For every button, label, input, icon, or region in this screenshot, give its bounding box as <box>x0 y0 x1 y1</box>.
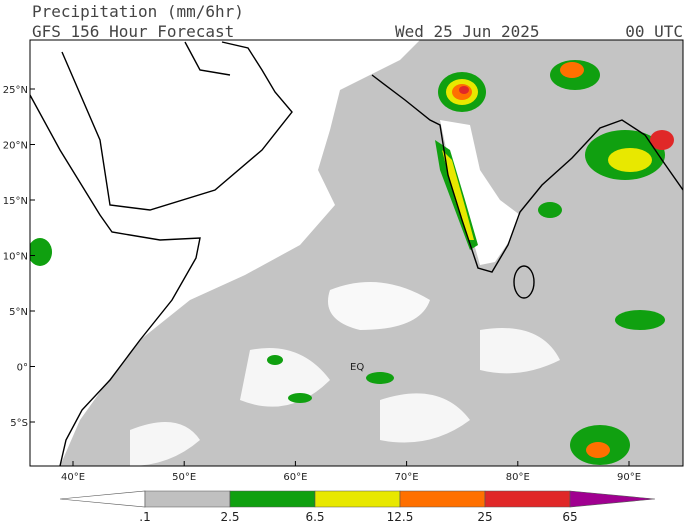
rain-cell <box>608 148 652 172</box>
map-frame <box>29 39 684 467</box>
colorbar-label: 2.5 <box>220 510 239 524</box>
dry-area <box>130 328 560 466</box>
lat-label: 10°N <box>3 252 28 263</box>
lat-label: 15°N <box>3 196 28 207</box>
lon-label: 70°E <box>395 472 419 483</box>
coastline <box>513 265 535 299</box>
lat-label: 25°N <box>3 85 28 96</box>
colorbar-segment <box>484 490 571 508</box>
colorbar-segment <box>229 490 316 508</box>
rain-band <box>442 150 474 240</box>
title: Precipitation (mm/6hr) <box>32 2 244 21</box>
date: Wed 25 Jun 2025 <box>395 22 540 41</box>
colorbar-label: .1 <box>139 510 150 524</box>
rain-cell <box>267 355 283 365</box>
lat-label: 5°S <box>10 418 28 429</box>
colorbar-label: 65 <box>562 510 577 524</box>
lat-label: 0° <box>17 363 28 374</box>
map: EQ <box>30 40 683 466</box>
colorbar-segment <box>314 490 401 508</box>
lon-label: 50°E <box>172 472 196 483</box>
colorbar-segment <box>399 490 486 508</box>
rain-cell <box>615 310 665 330</box>
lon-label: 40°E <box>61 472 85 483</box>
coastline <box>371 74 683 273</box>
colorbar-label: 25 <box>477 510 492 524</box>
lon-label: 80°E <box>506 472 530 483</box>
lat-label: 20°N <box>3 141 28 152</box>
rain-cell <box>586 442 610 458</box>
rain-cell <box>560 62 584 78</box>
time: 00 UTC <box>625 22 683 41</box>
lat-label: 5°N <box>9 307 28 318</box>
colorbar-segment <box>569 490 656 508</box>
rain-cell <box>30 238 52 266</box>
rain-cell <box>459 86 469 94</box>
colorbar-segment <box>59 490 146 508</box>
dry-area <box>328 282 430 330</box>
lon-label: 90°E <box>617 472 641 483</box>
coastline <box>30 94 201 466</box>
colorbar-label: 12.5 <box>387 510 414 524</box>
colorbar-segment <box>144 490 231 508</box>
dry-area <box>440 120 520 265</box>
equator-label: EQ <box>350 362 364 373</box>
subtitle: GFS 156 Hour Forecast <box>32 22 234 41</box>
dry-area <box>30 40 420 466</box>
rain-cell <box>538 202 562 218</box>
lon-label: 60°E <box>283 472 307 483</box>
coastline <box>61 41 293 211</box>
rain-cell <box>288 393 312 403</box>
rain-cell <box>366 372 394 384</box>
colorbar-label: 6.5 <box>305 510 324 524</box>
rain-cell <box>650 130 674 150</box>
